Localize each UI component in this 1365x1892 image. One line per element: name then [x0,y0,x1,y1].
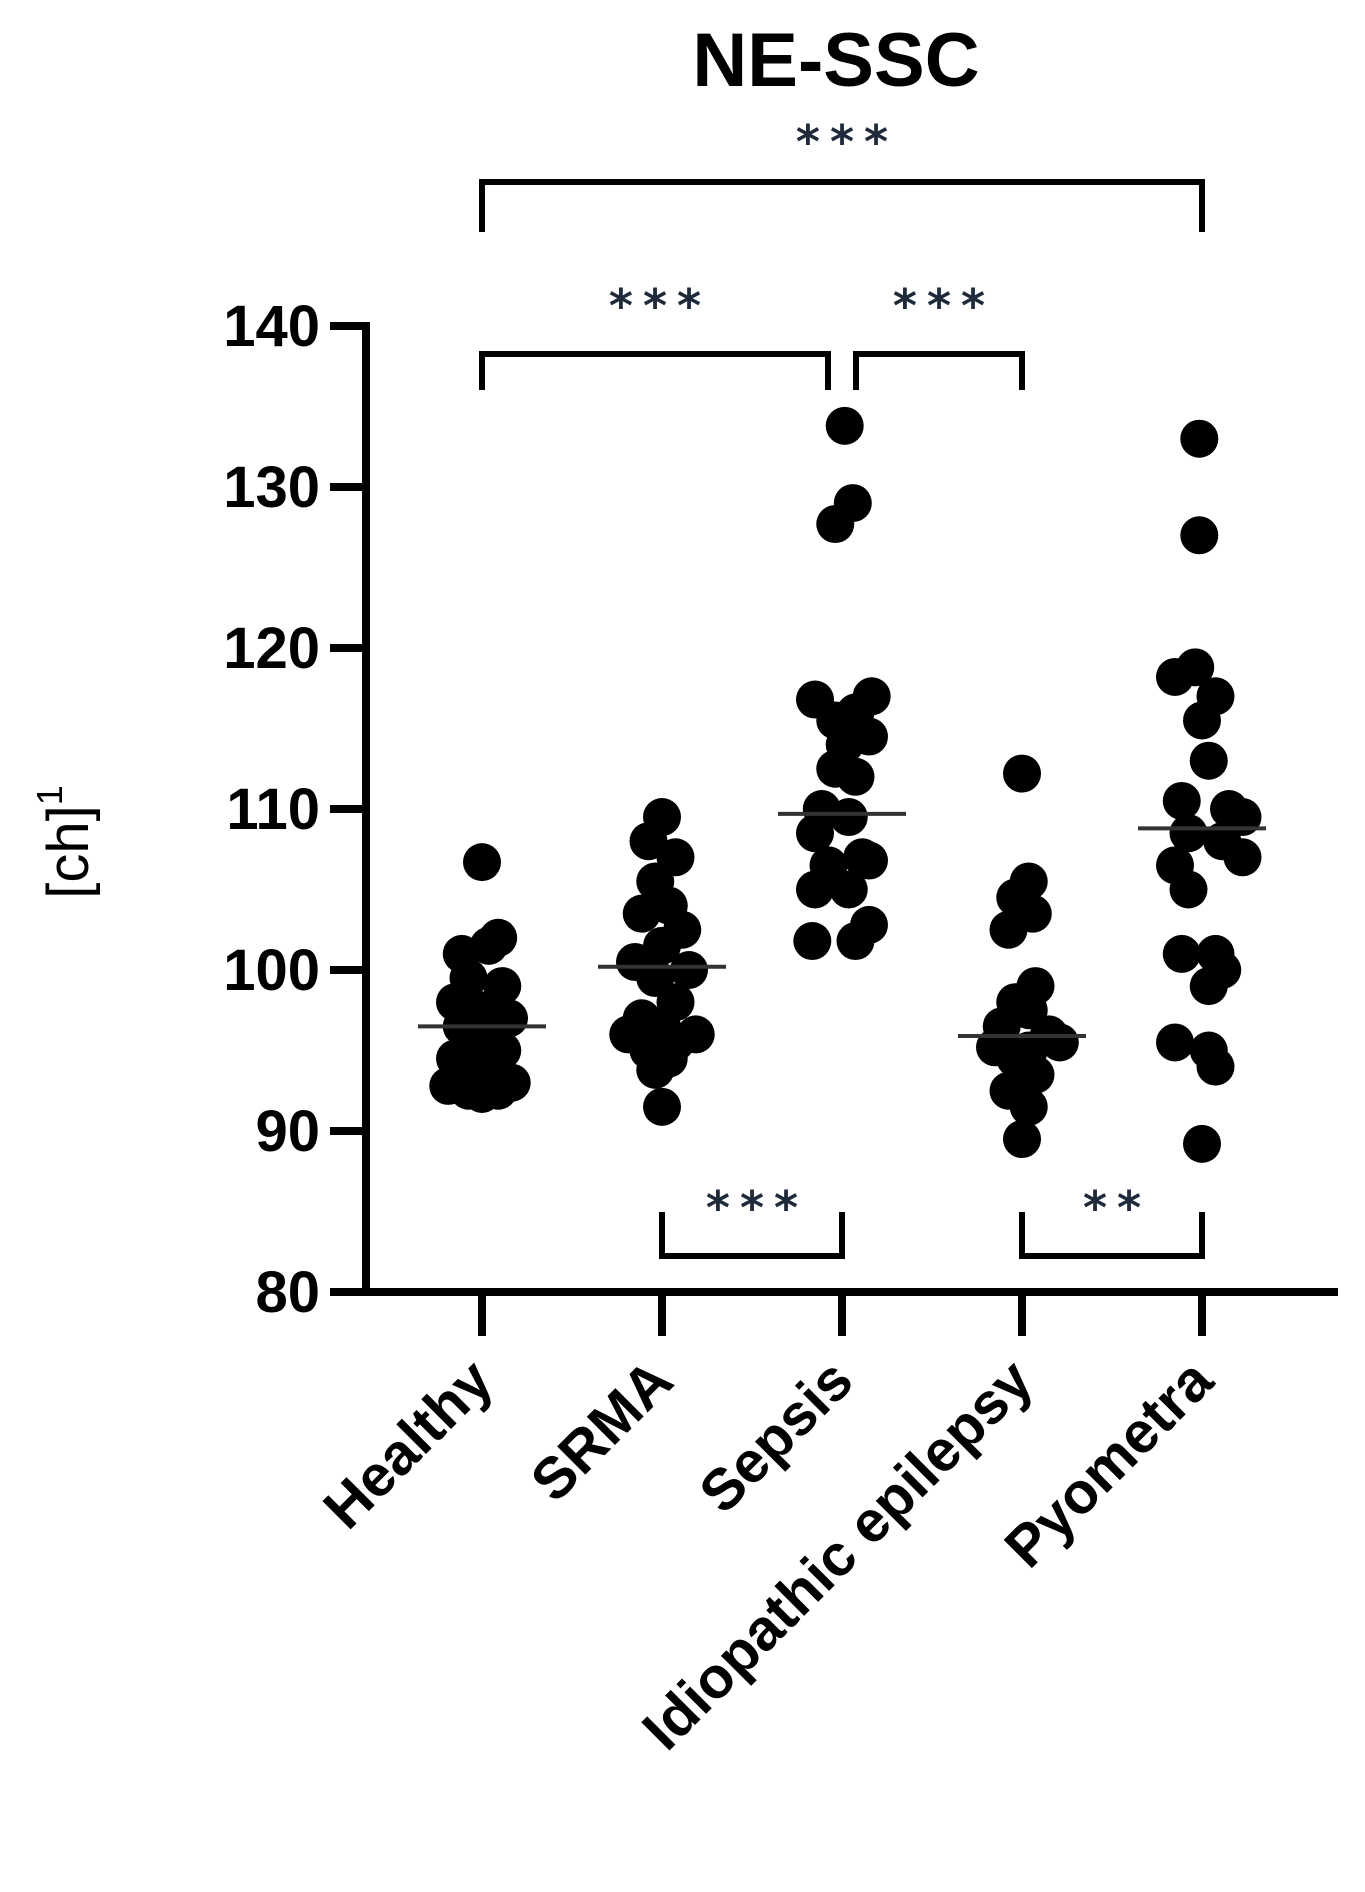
data-point [1156,1023,1194,1062]
data-point [469,926,508,965]
data-point [829,870,868,909]
data-point [829,798,868,837]
data-point [636,1050,675,1089]
y-tick-label: 120 [223,616,320,681]
significance-bracket [479,351,831,390]
svg-text:[ch]1: [ch]1 [29,785,101,899]
data-point [1223,838,1262,877]
significance-stars: *** [609,279,711,333]
data-point [1180,419,1219,458]
data-point [622,894,661,933]
data-point [449,1071,488,1110]
data-point [1169,814,1208,853]
y-tick-label: 110 [226,777,320,842]
significance-bracket [659,1212,845,1259]
data-point [796,870,834,909]
data-point [1162,781,1201,820]
data-point [1009,1087,1048,1126]
significance-stars: *** [796,115,898,169]
y-tick-label: 130 [223,455,320,520]
data-point [1183,1124,1221,1163]
y-tick-label: 140 [223,294,320,359]
data-points [429,406,1262,1163]
data-point [1040,1023,1079,1062]
data-point [1189,967,1228,1006]
data-point [793,922,832,961]
significance-bracket [1019,1212,1205,1259]
data-point [825,406,864,445]
data-point [1189,741,1228,780]
data-point [836,922,875,961]
data-point [1169,870,1208,909]
data-point [463,843,501,882]
data-point [836,757,875,796]
significance-stars: ** [1083,1181,1151,1235]
chart-title: NE-SSC [692,18,979,103]
y-axis-label-text: [ch] [36,805,101,899]
data-point [1162,934,1201,973]
y-axis-label: [ch]1 [29,785,101,899]
data-point [1180,516,1219,555]
data-point [1176,648,1215,687]
mean-lines [418,811,1266,1039]
data-point [1196,1047,1235,1086]
y-tick-label: 100 [223,938,320,1003]
data-point [643,1087,681,1126]
data-point [833,484,872,523]
x-tick-label: Sepsis [687,1347,865,1525]
significance-stars: *** [706,1181,808,1235]
x-tick-label: SRMA [518,1347,685,1514]
significance-stars: *** [893,279,995,333]
significance-bracket [853,351,1025,390]
data-point [796,814,834,853]
y-axis-label-superscript: 1 [29,785,70,805]
significance-brackets: ****** ****** ** [479,115,1205,1259]
data-point [1003,1120,1041,1159]
data-point [1003,754,1041,793]
data-point [989,910,1028,949]
y-tick-label: 80 [255,1260,320,1325]
data-point [850,841,888,880]
y-tick-label: 90 [255,1099,320,1164]
x-tick-label: Healthy [311,1347,505,1541]
data-point [670,951,708,989]
data-point [1183,701,1221,740]
significance-bracket [479,179,1205,232]
